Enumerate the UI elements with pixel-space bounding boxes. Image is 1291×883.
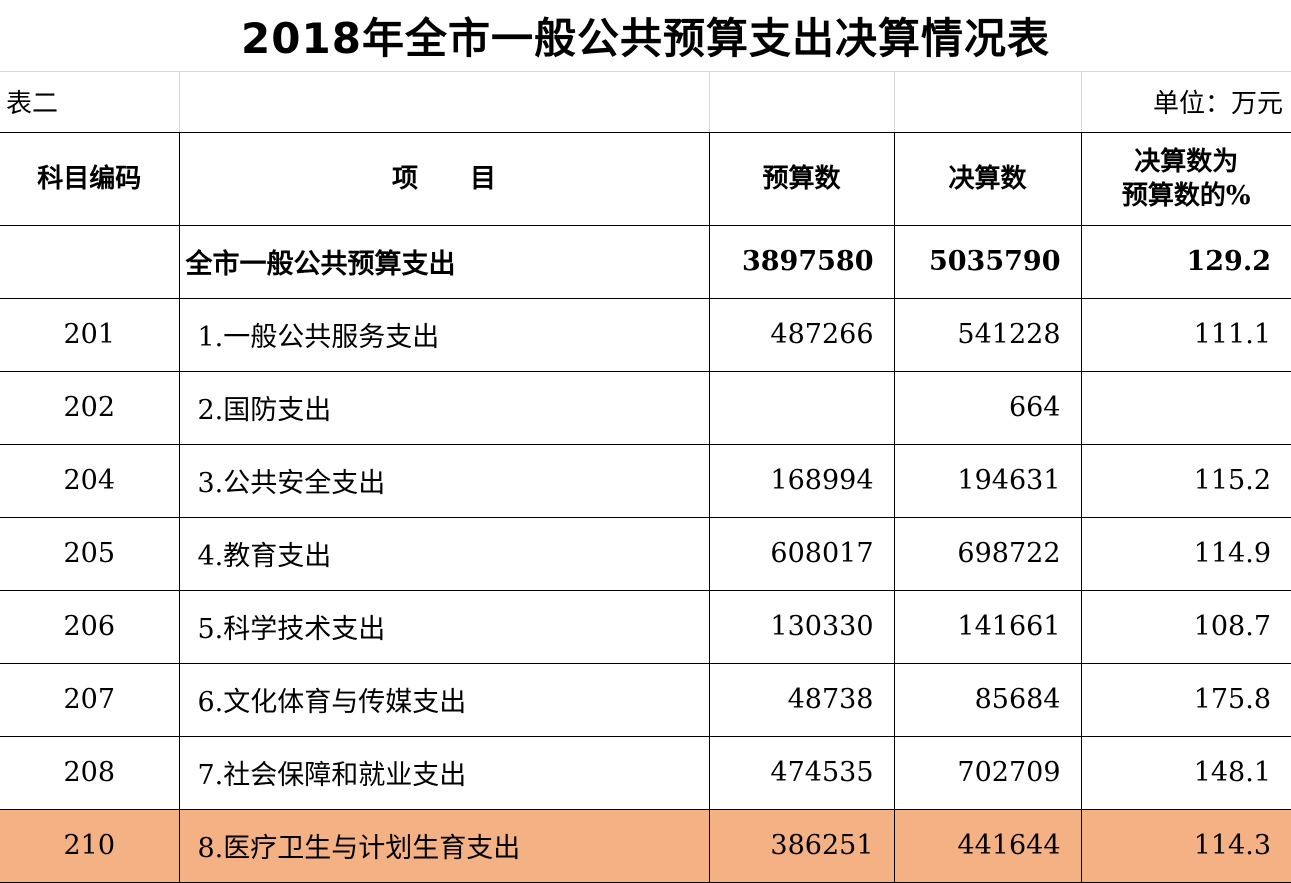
row-ratio[interactable]: 114.9 [1081,517,1291,590]
table-row: 201 1.一般公共服务支出 487266 541228 111.1 [0,298,1291,371]
table-row: 208 7.社会保障和就业支出 474535 702709 148.1 [0,736,1291,809]
row-ratio[interactable]: 175.8 [1081,663,1291,736]
header-row: 科目编码 项 目 预算数 决算数 决算数为 预算数的% [0,132,1291,225]
header-code[interactable]: 科目编码 [0,132,179,225]
row-final[interactable]: 541228 [894,298,1081,371]
row-final[interactable]: 441644 [894,809,1081,882]
table-row-selected: 210 8.医疗卫生与计划生育支出 386251 441644 114.3 [0,809,1291,882]
table-row: 206 5.科学技术支出 130330 141661 108.7 [0,590,1291,663]
table-row: 205 4.教育支出 608017 698722 114.9 [0,517,1291,590]
header-budget[interactable]: 预算数 [709,132,894,225]
row-name[interactable]: 7.社会保障和就业支出 [179,736,709,809]
total-code[interactable] [0,225,179,298]
header-item[interactable]: 项 目 [179,132,709,225]
row-budget[interactable]: 386251 [709,809,894,882]
row-budget[interactable]: 48738 [709,663,894,736]
total-budget[interactable]: 3897580 [709,225,894,298]
budget-table: 表二 单位：万元 科目编码 项 目 预算数 决算数 决算数为 预算数的% 全市一… [0,72,1291,883]
table-number[interactable]: 表二 [0,72,179,132]
row-final[interactable]: 702709 [894,736,1081,809]
row-code[interactable]: 206 [0,590,179,663]
row-final[interactable]: 664 [894,371,1081,444]
row-ratio[interactable]: 115.2 [1081,444,1291,517]
row-ratio[interactable]: 114.3 [1081,809,1291,882]
row-code[interactable]: 208 [0,736,179,809]
empty-cell[interactable] [179,72,709,132]
total-name[interactable]: 全市一般公共预算支出 [179,225,709,298]
table-row: 204 3.公共安全支出 168994 194631 115.2 [0,444,1291,517]
row-code[interactable]: 201 [0,298,179,371]
row-ratio[interactable]: 108.7 [1081,590,1291,663]
row-budget[interactable]: 487266 [709,298,894,371]
header-ratio-line1: 决算数为 [1082,145,1291,179]
row-name[interactable]: 4.教育支出 [179,517,709,590]
row-code[interactable]: 204 [0,444,179,517]
row-budget[interactable] [709,371,894,444]
unit-label[interactable]: 单位：万元 [1081,72,1291,132]
empty-cell[interactable] [709,72,894,132]
row-code[interactable]: 207 [0,663,179,736]
row-budget[interactable]: 130330 [709,590,894,663]
row-final[interactable]: 194631 [894,444,1081,517]
row-final[interactable]: 85684 [894,663,1081,736]
header-final[interactable]: 决算数 [894,132,1081,225]
meta-row: 表二 单位：万元 [0,72,1291,132]
row-code[interactable]: 205 [0,517,179,590]
row-final[interactable]: 698722 [894,517,1081,590]
total-row: 全市一般公共预算支出 3897580 5035790 129.2 [0,225,1291,298]
row-code[interactable]: 210 [0,809,179,882]
row-code[interactable]: 202 [0,371,179,444]
header-ratio-line2: 预算数的% [1082,179,1291,213]
row-ratio[interactable] [1081,371,1291,444]
row-budget[interactable]: 168994 [709,444,894,517]
row-name[interactable]: 3.公共安全支出 [179,444,709,517]
header-ratio[interactable]: 决算数为 预算数的% [1081,132,1291,225]
row-name[interactable]: 6.文化体育与传媒支出 [179,663,709,736]
row-budget[interactable]: 474535 [709,736,894,809]
empty-cell[interactable] [894,72,1081,132]
row-name[interactable]: 8.医疗卫生与计划生育支出 [179,809,709,882]
row-name[interactable]: 1.一般公共服务支出 [179,298,709,371]
table-row: 207 6.文化体育与传媒支出 48738 85684 175.8 [0,663,1291,736]
total-final[interactable]: 5035790 [894,225,1081,298]
table-row: 202 2.国防支出 664 [0,371,1291,444]
row-ratio[interactable]: 111.1 [1081,298,1291,371]
row-budget[interactable]: 608017 [709,517,894,590]
table-title: 2018年全市一般公共预算支出决算情况表 [0,0,1291,72]
row-ratio[interactable]: 148.1 [1081,736,1291,809]
row-final[interactable]: 141661 [894,590,1081,663]
total-ratio[interactable]: 129.2 [1081,225,1291,298]
row-name[interactable]: 5.科学技术支出 [179,590,709,663]
row-name[interactable]: 2.国防支出 [179,371,709,444]
